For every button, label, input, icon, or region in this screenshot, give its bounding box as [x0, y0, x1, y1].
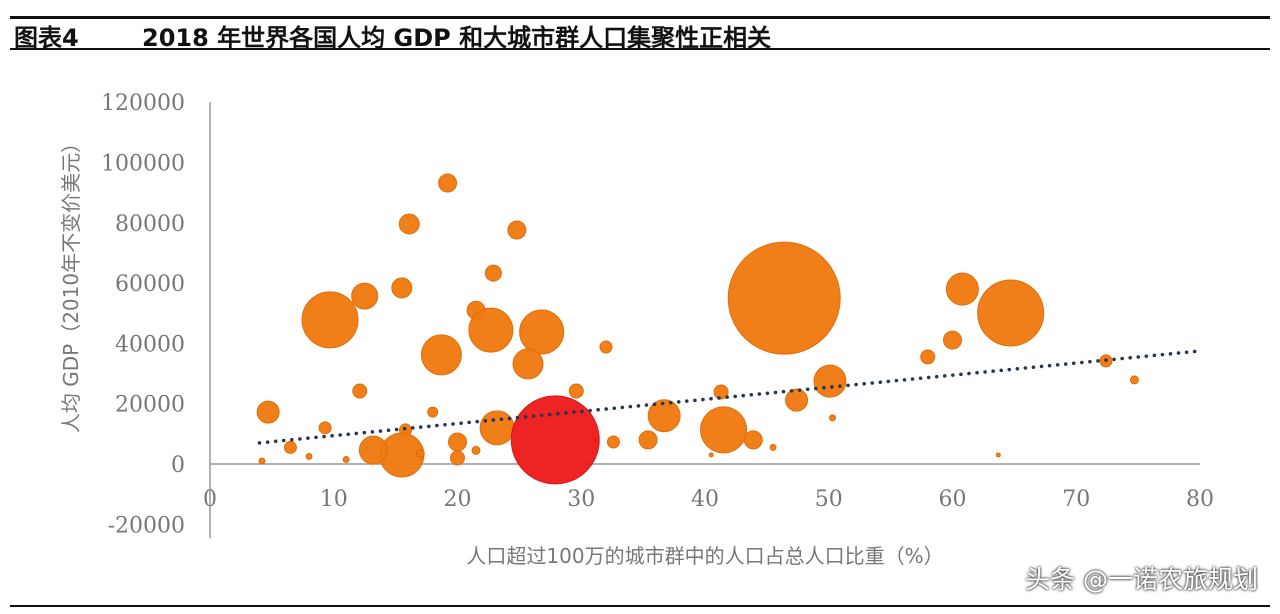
data-bubble — [398, 213, 420, 235]
data-bubble — [420, 334, 462, 376]
x-tick-label: 80 — [1186, 487, 1214, 512]
y-tick-label: 0 — [171, 453, 185, 478]
data-bubble — [342, 455, 350, 463]
y-tick-label: 120000 — [101, 91, 185, 116]
bottom-rule — [10, 605, 1270, 607]
figure-number: 图表4 — [14, 24, 79, 52]
data-bubble — [391, 277, 413, 299]
data-bubble — [507, 220, 527, 240]
y-tick-label: 80000 — [115, 212, 185, 237]
data-bubble — [638, 430, 658, 450]
data-bubble — [977, 279, 1045, 347]
data-bubble — [700, 406, 748, 454]
data-bubble — [256, 400, 280, 424]
data-bubble — [647, 399, 681, 433]
data-bubble — [995, 452, 1001, 458]
data-bubble — [415, 448, 425, 458]
data-bubble — [743, 430, 763, 450]
x-tick-label: 30 — [567, 487, 595, 512]
y-axis-label: 人均 GDP（2010年不变价美元） — [59, 133, 83, 433]
data-bubble — [708, 452, 714, 458]
data-bubble — [479, 410, 515, 446]
y-tick-label: 20000 — [115, 393, 185, 418]
data-bubble — [943, 330, 962, 350]
data-bubble — [519, 309, 565, 355]
data-bubble — [427, 406, 439, 418]
x-tick-label: 60 — [939, 487, 967, 512]
y-tick-label: 40000 — [115, 332, 185, 357]
data-bubble — [512, 348, 544, 380]
x-tick-label: 70 — [1062, 487, 1090, 512]
figure-title-text: 2018 年世界各国人均 GDP 和大城市群人口集聚性正相关 — [142, 24, 772, 52]
data-bubble — [351, 282, 379, 310]
x-axis-label: 人口超过100万的城市群中的人口占总人口比重（%） — [466, 544, 943, 568]
data-bubble — [769, 443, 777, 451]
data-bubble — [448, 432, 467, 452]
title-top-rule — [10, 16, 1270, 19]
x-tick-label: 0 — [203, 487, 217, 512]
data-bubble — [920, 349, 936, 365]
y-tick-label: 100000 — [101, 152, 185, 177]
data-bubble — [358, 435, 388, 465]
data-bubble — [283, 440, 297, 454]
data-bubble — [606, 435, 620, 449]
y-tick-label: 60000 — [115, 272, 185, 297]
data-bubble — [438, 173, 458, 193]
data-bubble — [813, 364, 847, 398]
x-tick-label: 50 — [815, 487, 843, 512]
data-bubble — [468, 307, 514, 353]
figure-title: 图表4 2018 年世界各国人均 GDP 和大城市群人口集聚性正相关 — [14, 18, 771, 53]
x-tick-label: 40 — [691, 487, 719, 512]
data-bubble — [318, 421, 332, 435]
data-bubble — [945, 272, 979, 306]
data-bubble — [828, 414, 836, 422]
x-tick-label: 10 — [320, 487, 348, 512]
y-tick-label: -20000 — [108, 513, 185, 538]
data-bubble — [785, 388, 809, 412]
x-tick-label: 20 — [444, 487, 472, 512]
data-bubble — [258, 457, 266, 465]
data-bubble — [1129, 375, 1139, 385]
watermark: 头条 @一诺农旅规划 — [1025, 565, 1258, 594]
data-bubble — [484, 264, 502, 282]
data-bubble — [599, 340, 613, 354]
highlight-bubble — [510, 395, 600, 485]
title-bottom-rule — [10, 48, 1270, 50]
data-bubble — [713, 384, 729, 400]
data-bubble — [301, 291, 359, 349]
data-bubble — [450, 450, 465, 466]
data-bubble — [471, 445, 481, 455]
trend-line — [257, 349, 1202, 445]
data-bubble — [352, 383, 368, 399]
data-bubble — [727, 241, 841, 355]
data-bubble — [305, 452, 313, 460]
data-bubble — [568, 383, 584, 399]
